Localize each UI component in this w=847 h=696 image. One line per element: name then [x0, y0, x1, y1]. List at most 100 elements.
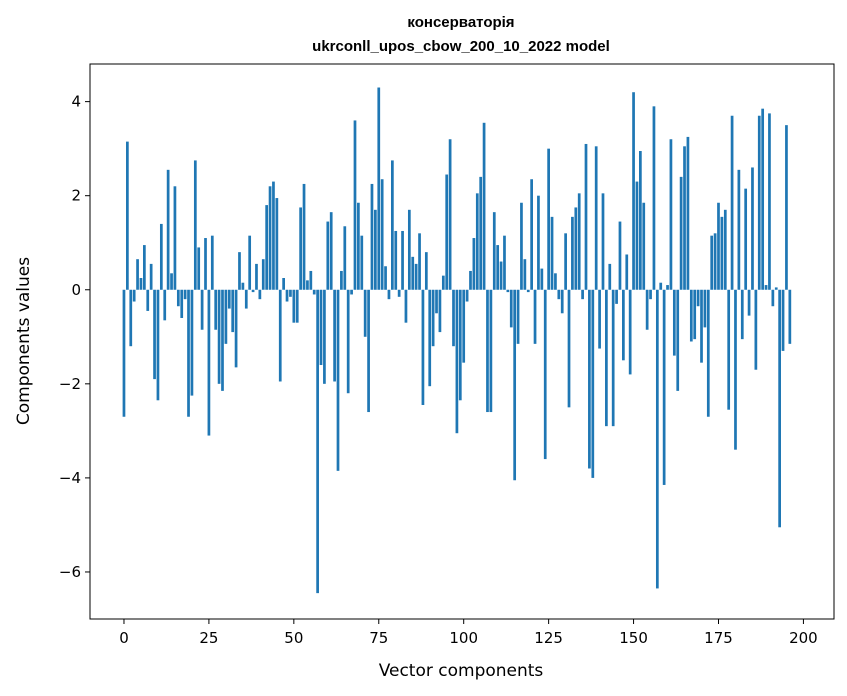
bar-67	[350, 289, 353, 295]
bar-26	[210, 235, 214, 290]
bar-33	[234, 289, 238, 368]
bar-124	[543, 289, 547, 460]
x-tick-label: 200	[789, 629, 818, 647]
plot-frame	[89, 63, 835, 620]
chart-title: консерваторія	[407, 14, 514, 31]
bar-123	[540, 268, 544, 290]
bar-102	[469, 270, 472, 290]
bar-188	[761, 108, 765, 290]
bar-183	[744, 188, 748, 290]
bar-174	[713, 233, 717, 290]
bar-63	[336, 289, 340, 471]
bar-46	[278, 289, 282, 382]
x-axis-ticks: 0 25 50 75 100 125 150 175 200	[119, 619, 818, 647]
y-axis-ticks: −6 −4 −2 0 2 4	[59, 93, 90, 581]
x-tick-label: 125	[534, 629, 563, 647]
bar-134	[577, 193, 581, 290]
bar-13	[166, 169, 170, 290]
bar-41	[261, 259, 265, 290]
bar-151	[635, 181, 639, 290]
bar-131	[567, 289, 571, 408]
bar-160	[666, 285, 669, 290]
bar-84	[407, 209, 411, 290]
bar-106	[482, 122, 486, 290]
bar-24	[204, 238, 207, 290]
bar-94	[441, 275, 445, 290]
bar-187	[757, 115, 761, 290]
bar-47	[282, 278, 285, 290]
bar-12	[163, 289, 167, 321]
bar-114	[509, 289, 513, 328]
bar-144	[611, 289, 615, 427]
bar-78	[387, 289, 391, 300]
bar-90	[428, 289, 432, 387]
y-tick-label: −6	[59, 563, 81, 581]
bar-21	[193, 160, 197, 290]
bar-30	[224, 289, 228, 344]
x-tick-label: 75	[369, 629, 388, 647]
bar-76	[380, 179, 384, 290]
bar-190	[768, 113, 771, 290]
bar-195	[785, 125, 788, 290]
bar-145	[615, 289, 618, 304]
bar-71	[363, 289, 367, 337]
bar-128	[557, 289, 561, 300]
x-tick-label: 150	[619, 629, 648, 647]
y-tick-label: 4	[71, 93, 81, 111]
x-tick-label: 175	[704, 629, 733, 647]
bar-11	[159, 223, 163, 290]
bar-57	[316, 289, 319, 594]
bar-70	[360, 235, 364, 290]
bar-45	[275, 198, 279, 290]
bar-111	[499, 261, 503, 290]
bar-29	[221, 289, 224, 391]
bar-25	[207, 289, 211, 436]
bar-157	[655, 289, 659, 589]
y-tick-label: 2	[71, 187, 81, 205]
bar-186	[754, 289, 758, 370]
bar-61	[329, 212, 333, 290]
bar-170	[700, 289, 703, 363]
bar-79	[391, 160, 394, 290]
bar-18	[183, 289, 187, 300]
x-tick-label: 50	[284, 629, 303, 647]
bar-158	[659, 282, 663, 290]
bar-32	[231, 289, 235, 333]
bar-129	[560, 289, 564, 314]
bar-95	[445, 174, 449, 290]
bar-172	[706, 289, 710, 417]
bar-138	[591, 289, 595, 478]
bar-126	[550, 216, 554, 290]
bar-177	[723, 209, 727, 290]
bar-65	[343, 226, 347, 290]
bar-69	[357, 202, 360, 290]
bar-103	[472, 238, 476, 290]
bar-37	[248, 235, 252, 290]
y-tick-label: −4	[59, 469, 81, 487]
bar-55	[309, 270, 313, 290]
bar-0	[122, 289, 126, 417]
bar-108	[489, 289, 493, 413]
bar-141	[601, 193, 605, 290]
bar-164	[679, 176, 683, 290]
bar-35	[241, 282, 245, 290]
bar-135	[581, 289, 584, 300]
bar-48	[285, 289, 289, 302]
bar-60	[326, 221, 330, 290]
bar-112	[503, 235, 506, 290]
bar-42	[265, 205, 269, 290]
bar-16	[176, 289, 180, 307]
bar-83	[404, 289, 408, 323]
bar-91	[431, 289, 435, 347]
bar-109	[492, 212, 496, 290]
bar-4	[136, 259, 139, 290]
bar-58	[319, 289, 323, 366]
bar-110	[496, 245, 500, 290]
bar-127	[554, 273, 557, 290]
x-tick-label: 100	[449, 629, 478, 647]
bar-19	[187, 289, 190, 417]
bar-22	[197, 247, 201, 290]
bar-150	[632, 92, 635, 290]
bar-89	[424, 252, 428, 290]
bar-86	[414, 263, 418, 290]
